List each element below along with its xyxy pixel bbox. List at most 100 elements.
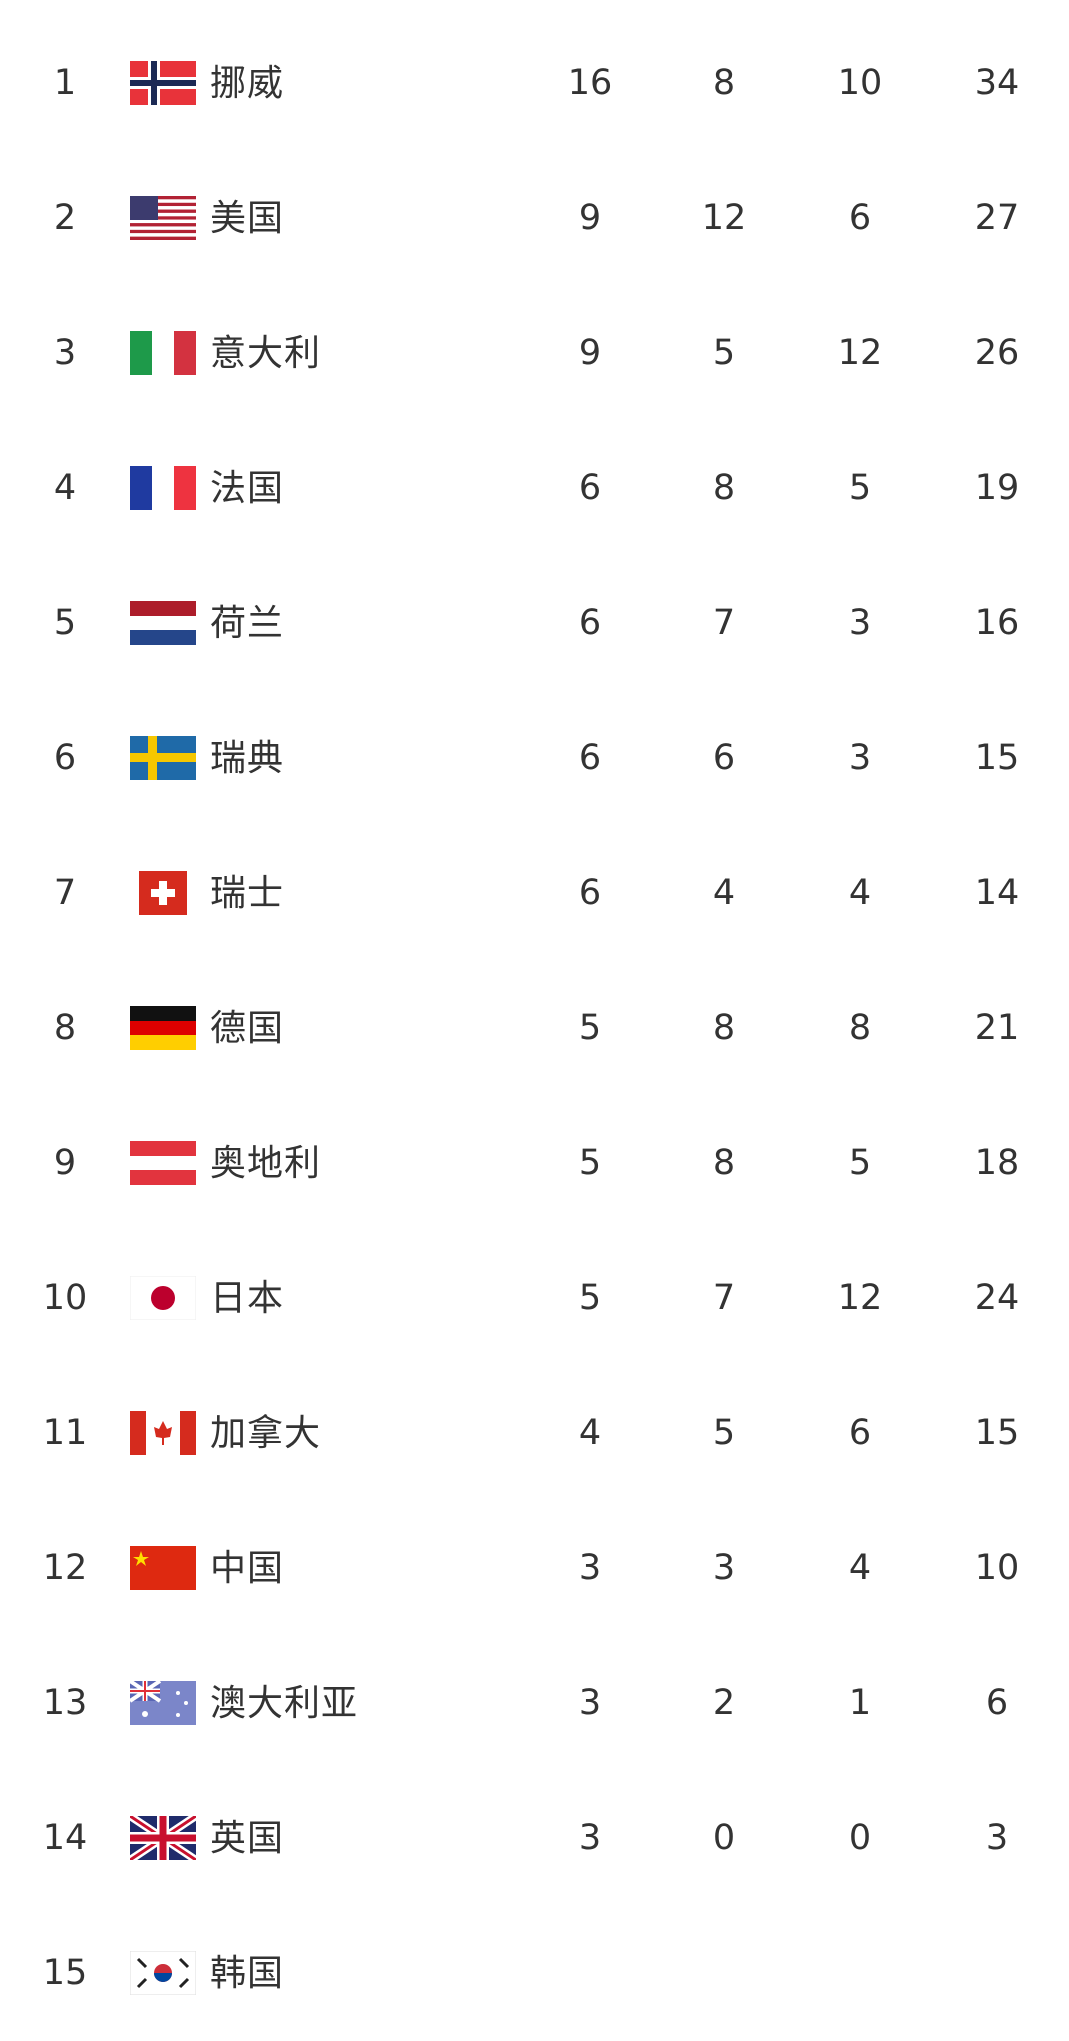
country-name: 挪威 xyxy=(210,63,285,104)
total-count: 10 xyxy=(974,1548,1020,1588)
gold-count: 6 xyxy=(578,873,602,913)
canada-flag xyxy=(130,1411,196,1455)
table-row[interactable]: 3 意大利 9 5 12 26 xyxy=(0,286,1069,421)
silver-count: 2 xyxy=(712,1683,736,1723)
italy-flag xyxy=(130,331,196,375)
silver-count: 7 xyxy=(712,1278,736,1318)
rank: 3 xyxy=(53,333,77,373)
total-count: 6 xyxy=(985,1683,1009,1723)
total-count: 18 xyxy=(974,1143,1020,1183)
rank: 10 xyxy=(42,1278,88,1318)
bronze-count: 8 xyxy=(848,1008,872,1048)
rank: 9 xyxy=(53,1143,77,1183)
gold-count: 9 xyxy=(578,333,602,373)
country-name: 荷兰 xyxy=(210,603,285,644)
gold-count: 6 xyxy=(578,468,602,508)
rank: 4 xyxy=(53,468,77,508)
rank: 13 xyxy=(42,1683,88,1723)
china-flag xyxy=(130,1546,196,1590)
gold-count: 5 xyxy=(578,1278,602,1318)
switzerland-flag xyxy=(130,871,196,915)
bronze-count: 6 xyxy=(848,198,872,238)
table-row[interactable]: 14 英国 3 0 0 3 xyxy=(0,1771,1069,1906)
country-name: 澳大利亚 xyxy=(210,1683,359,1724)
country-name: 瑞士 xyxy=(210,873,285,914)
table-row[interactable]: 12 中国 3 3 4 10 xyxy=(0,1501,1069,1636)
south-korea-flag xyxy=(130,1951,196,1995)
sweden-flag xyxy=(130,736,196,780)
table-row[interactable]: 4 法国 6 8 5 19 xyxy=(0,421,1069,556)
total-count: 34 xyxy=(974,63,1020,103)
country-name: 中国 xyxy=(210,1548,285,1589)
silver-count: 8 xyxy=(712,1008,736,1048)
total-count: 16 xyxy=(974,603,1020,643)
table-row[interactable]: 1 挪威 16 8 10 34 xyxy=(0,16,1069,151)
gold-count: 3 xyxy=(578,1548,602,1588)
country-name: 意大利 xyxy=(210,333,322,374)
netherlands-flag xyxy=(130,601,196,645)
total-count: 26 xyxy=(974,333,1020,373)
gold-count: 9 xyxy=(578,198,602,238)
bronze-count: 4 xyxy=(848,873,872,913)
silver-count: 5 xyxy=(712,333,736,373)
bronze-count: 3 xyxy=(848,738,872,778)
total-count: 21 xyxy=(974,1008,1020,1048)
total-count: 15 xyxy=(974,738,1020,778)
rank: 14 xyxy=(42,1818,88,1858)
bronze-count: 1 xyxy=(848,1683,872,1723)
country-name: 德国 xyxy=(210,1008,285,1049)
bronze-count: 3 xyxy=(848,603,872,643)
table-row[interactable]: 9 奥地利 5 8 5 18 xyxy=(0,1096,1069,1231)
total-count: 27 xyxy=(974,198,1020,238)
country-name: 日本 xyxy=(210,1278,285,1319)
total-count: 14 xyxy=(974,873,1020,913)
rank: 11 xyxy=(42,1413,88,1453)
table-row[interactable]: 10 日本 5 7 12 24 xyxy=(0,1231,1069,1366)
table-row[interactable]: 5 荷兰 6 7 3 16 xyxy=(0,556,1069,691)
country-name: 英国 xyxy=(210,1818,285,1859)
bronze-count: 4 xyxy=(848,1548,872,1588)
austria-flag xyxy=(130,1141,196,1185)
silver-count: 4 xyxy=(712,873,736,913)
country-name: 美国 xyxy=(210,198,285,239)
bronze-count: 5 xyxy=(848,468,872,508)
silver-count: 0 xyxy=(712,1818,736,1858)
table-row[interactable]: 8 德国 5 8 8 21 xyxy=(0,961,1069,1096)
silver-count: 12 xyxy=(701,198,747,238)
gold-count: 5 xyxy=(578,1008,602,1048)
australia-flag xyxy=(130,1681,196,1725)
country-name: 韩国 xyxy=(210,1953,285,1994)
table-row[interactable]: 11 加拿大 4 5 6 15 xyxy=(0,1366,1069,1501)
country-name: 瑞典 xyxy=(210,738,285,779)
bronze-count: 10 xyxy=(837,63,883,103)
gold-count: 16 xyxy=(567,63,613,103)
gold-count: 4 xyxy=(578,1413,602,1453)
rank: 15 xyxy=(42,1953,88,1993)
gold-count: 3 xyxy=(578,1683,602,1723)
usa-flag xyxy=(130,196,196,240)
bronze-count: 12 xyxy=(837,1278,883,1318)
table-row[interactable]: 6 瑞典 6 6 3 15 xyxy=(0,691,1069,826)
table-row[interactable]: 2 美国 9 12 6 27 xyxy=(0,151,1069,286)
gold-count: 3 xyxy=(578,1818,602,1858)
silver-count: 8 xyxy=(712,1143,736,1183)
gold-count: 6 xyxy=(578,603,602,643)
silver-count: 7 xyxy=(712,603,736,643)
rank: 1 xyxy=(53,63,77,103)
rank: 8 xyxy=(53,1008,77,1048)
silver-count: 6 xyxy=(712,738,736,778)
country-name: 法国 xyxy=(210,468,285,509)
gold-count: 5 xyxy=(578,1143,602,1183)
rank: 2 xyxy=(53,198,77,238)
japan-flag xyxy=(130,1276,196,1320)
silver-count: 3 xyxy=(712,1548,736,1588)
norway-flag xyxy=(130,61,196,105)
table-row[interactable]: 15 韩国 xyxy=(0,1906,1069,2041)
total-count: 24 xyxy=(974,1278,1020,1318)
rank: 12 xyxy=(42,1548,88,1588)
table-row[interactable]: 7 瑞士 6 4 4 14 xyxy=(0,826,1069,961)
silver-count: 5 xyxy=(712,1413,736,1453)
table-row[interactable]: 13 澳大利亚 3 2 1 6 xyxy=(0,1636,1069,1771)
rank: 6 xyxy=(53,738,77,778)
france-flag xyxy=(130,466,196,510)
